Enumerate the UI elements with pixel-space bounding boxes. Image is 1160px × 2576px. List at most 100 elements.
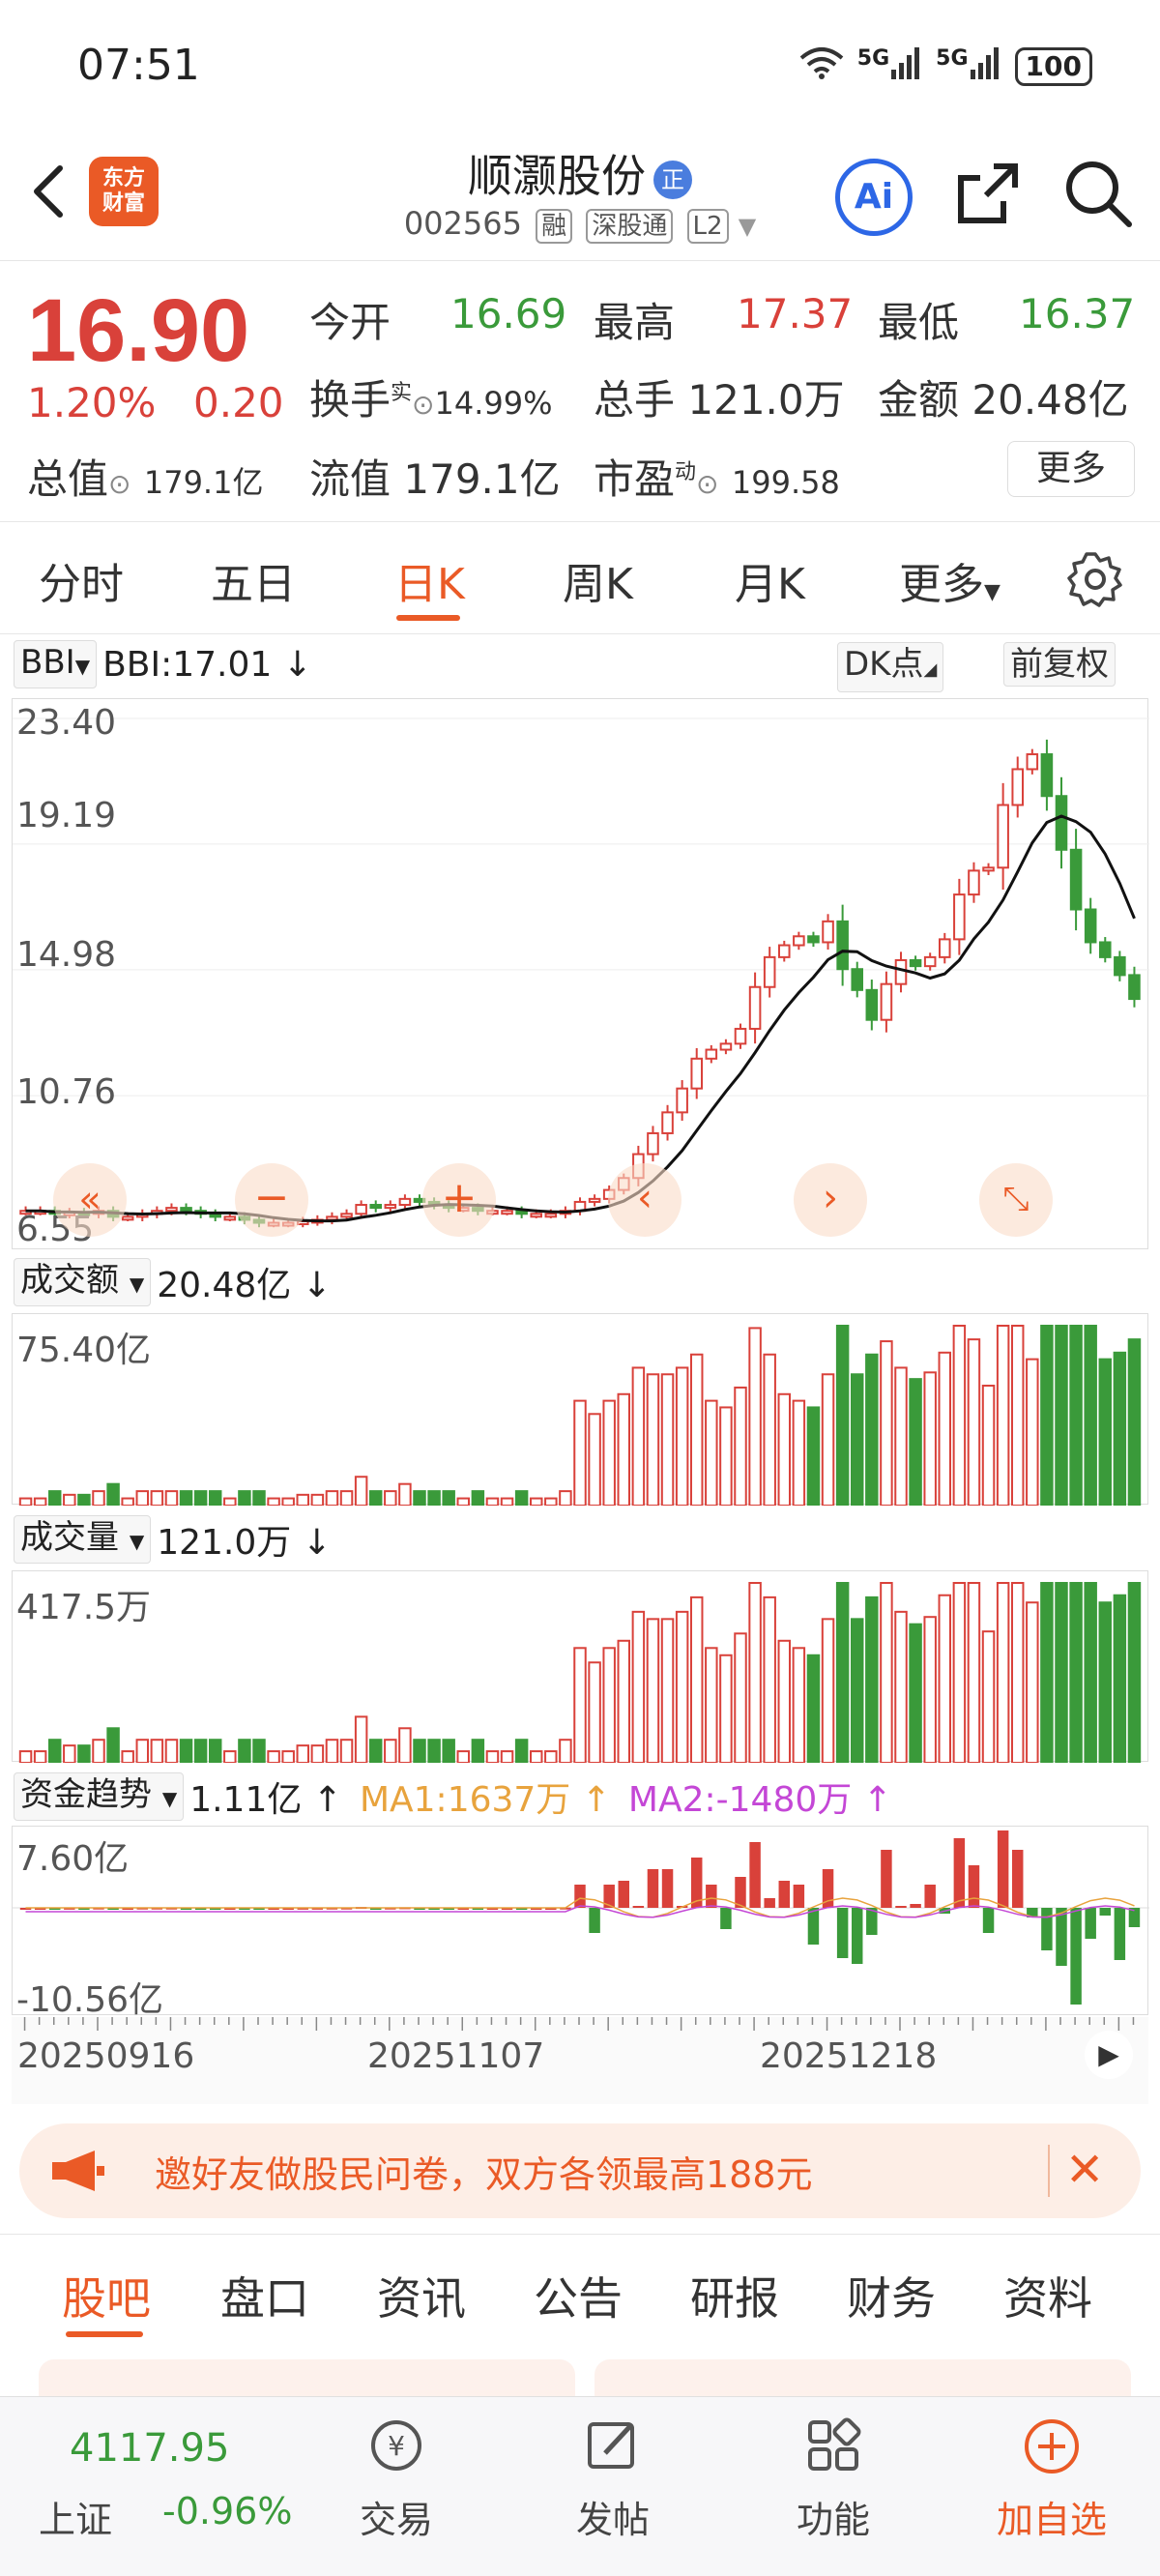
tab-five-day[interactable]: 五日 <box>211 560 296 609</box>
tab-intraday[interactable]: 分时 <box>39 560 124 609</box>
y-tick-3: 14.98 <box>16 935 117 975</box>
info-icon[interactable]: ⊙ <box>108 468 131 500</box>
dropdown-arrow-icon[interactable]: ▼ <box>738 213 757 240</box>
amount-bar <box>763 1353 776 1506</box>
amount-bar <box>734 1386 747 1506</box>
fund-chart[interactable]: 7.60亿 -10.56亿 <box>12 1826 1149 2020</box>
amount-bar <box>748 1327 762 1506</box>
tab-profile[interactable]: 资料 <box>1003 2272 1092 2325</box>
tab-announcement[interactable]: 公告 <box>534 2272 623 2325</box>
settings-button[interactable] <box>1067 551 1123 611</box>
play-right-icon[interactable]: ▶ <box>1085 2031 1133 2079</box>
post-button[interactable]: 发帖 <box>545 2416 681 2543</box>
status-icons: 5G 5G 100 <box>798 46 1092 86</box>
signal-icon-1: 5G <box>857 46 924 86</box>
kline-chart[interactable]: 23.40 19.19 14.98 10.76 6.55 « − + ‹ › ⤡ <box>12 698 1149 1249</box>
low-label: 最低 <box>878 299 960 346</box>
volume-bar <box>193 1739 208 1763</box>
search-button[interactable] <box>1061 157 1135 234</box>
tab-monthly-k[interactable]: 月K <box>735 560 805 609</box>
volume-bar <box>252 1739 266 1763</box>
add-watchlist-label: 加自选 <box>996 2499 1107 2541</box>
candle-body <box>121 1215 134 1221</box>
amount-bar <box>92 1490 105 1506</box>
amount-bar <box>588 1413 601 1506</box>
amount-bar <box>267 1497 280 1506</box>
pe-label: 市盈动⊙ 199.58 <box>594 447 840 506</box>
candle-body <box>355 1204 367 1215</box>
amount-bar <box>121 1497 134 1506</box>
tab-daily-k[interactable]: 日K <box>394 560 465 609</box>
volume-bar <box>33 1750 47 1763</box>
trade-button[interactable]: ¥ 交易 <box>329 2416 464 2543</box>
fund-bar <box>1070 1908 1082 2005</box>
zoom-out-button[interactable]: − <box>235 1163 308 1237</box>
share-button[interactable] <box>953 159 1023 232</box>
candle-body <box>340 1213 353 1218</box>
tab-news[interactable]: 资讯 <box>377 2272 466 2325</box>
ai-button[interactable]: Ai <box>835 159 913 236</box>
adjust-button[interactable]: 前复权 <box>1003 642 1116 687</box>
period-tabs: 分时 五日 日K 周K 月K 更多▼ <box>0 522 1160 634</box>
tab-weekly-k[interactable]: 周K <box>563 560 633 609</box>
zoom-in-button[interactable]: + <box>422 1163 496 1237</box>
amount-bar <box>675 1366 689 1506</box>
survey-banner[interactable]: 邀好友做股民问卷，双方各领最高188元 ✕ <box>19 2123 1141 2218</box>
volume-bar <box>544 1750 558 1763</box>
date-label-1: 20250916 <box>17 2036 195 2076</box>
low-value: 16.37 <box>1019 290 1136 337</box>
amount-chart[interactable]: 75.40亿 <box>12 1313 1148 1506</box>
fund-bar <box>239 1908 250 1910</box>
volume-bar <box>310 1744 325 1763</box>
fund-bar <box>268 1908 279 1910</box>
share-icon <box>958 163 1018 223</box>
back-button[interactable] <box>21 162 79 220</box>
fund-select[interactable]: 资金趋势 ▼ <box>14 1772 185 1821</box>
info-icon[interactable]: ⊙ <box>696 468 719 500</box>
indicator-select[interactable]: BBI▼ <box>14 640 98 688</box>
scroll-right-button[interactable]: › <box>794 1163 867 1237</box>
volume-bar <box>967 1582 981 1763</box>
scroll-left-fast-button[interactable]: « <box>53 1163 127 1237</box>
tab-pankou[interactable]: 盘口 <box>220 2272 309 2325</box>
preview-card-1 <box>39 2359 575 2396</box>
candle-body <box>953 893 966 941</box>
fund-bar <box>735 1877 746 1908</box>
amount-bar <box>368 1490 383 1506</box>
volume-bar <box>1055 1582 1068 1763</box>
amount-bar <box>77 1493 91 1506</box>
volume-panel-label: 成交量 <box>20 1518 119 1557</box>
candle-body <box>1026 753 1039 771</box>
close-icon[interactable]: ✕ <box>1065 2143 1105 2197</box>
more-button[interactable]: 更多 <box>1007 441 1135 497</box>
fund-bar <box>443 1908 454 1910</box>
add-watchlist-button[interactable]: 加自选 <box>984 2416 1119 2543</box>
function-button[interactable]: 功能 <box>766 2416 901 2543</box>
tab-guba[interactable]: 股吧 <box>62 2272 151 2325</box>
trade-label: 交易 <box>359 2499 433 2541</box>
amount-bar <box>938 1351 952 1506</box>
tab-more[interactable]: 更多▼ <box>899 549 1000 611</box>
fund-bar <box>793 1885 805 1908</box>
candle-body <box>530 1213 543 1218</box>
amount-bar <box>1010 1325 1025 1506</box>
amount-select[interactable]: 成交额 ▼ <box>14 1258 152 1306</box>
tab-research[interactable]: 研报 <box>690 2272 779 2325</box>
volume-bar <box>92 1739 105 1763</box>
candle-body <box>807 935 820 944</box>
change-value: 0.20 <box>193 379 284 426</box>
amount-bar <box>252 1490 266 1506</box>
fullscreen-button[interactable]: ⤡ <box>979 1163 1053 1237</box>
amount-bar <box>981 1384 996 1506</box>
y-tick-1: 23.40 <box>16 703 117 743</box>
svg-text:¥: ¥ <box>388 2430 405 2462</box>
info-icon[interactable]: ⊙ <box>412 389 435 421</box>
volume-bar <box>631 1610 646 1763</box>
tab-finance[interactable]: 财务 <box>847 2272 936 2325</box>
volume-select[interactable]: 成交量 ▼ <box>14 1515 152 1564</box>
scroll-left-button[interactable]: ‹ <box>608 1163 682 1237</box>
dk-point-button[interactable]: DK点◢ <box>837 642 944 692</box>
app-logo[interactable]: 东方 财富 <box>89 157 159 226</box>
volume-chart[interactable]: 417.5万 <box>12 1570 1148 1763</box>
volume-bar <box>238 1739 251 1763</box>
